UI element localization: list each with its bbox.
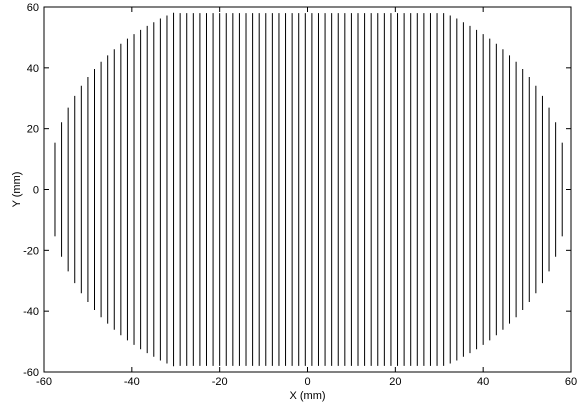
plot-area	[43, 6, 572, 373]
x-tick-label: -40	[124, 376, 140, 388]
y-tick-label: -20	[23, 245, 39, 257]
x-tick-label: 0	[304, 376, 310, 388]
y-tick-label: -60	[23, 367, 39, 379]
x-tick-label: 20	[389, 376, 401, 388]
y-axis-ticks: -60 -40 -20 0 20 40 60	[23, 2, 571, 379]
x-tick-label: -60	[36, 376, 52, 388]
x-tick-label: 40	[477, 376, 489, 388]
x-axis-ticks: -60 -40 -20 0 20 40 60	[36, 7, 577, 388]
y-tick-label: 20	[27, 124, 39, 136]
y-tick-label: 40	[27, 63, 39, 75]
y-tick-label: 0	[33, 185, 39, 197]
y-tick-label: -40	[23, 306, 39, 318]
y-axis-label: Y (mm)	[11, 172, 23, 208]
y-tick-label: 60	[27, 2, 39, 14]
x-tick-label: 60	[565, 376, 577, 388]
x-tick-label: -20	[212, 376, 228, 388]
series-lines	[54, 12, 563, 367]
x-axis-label: X (mm)	[289, 390, 325, 402]
